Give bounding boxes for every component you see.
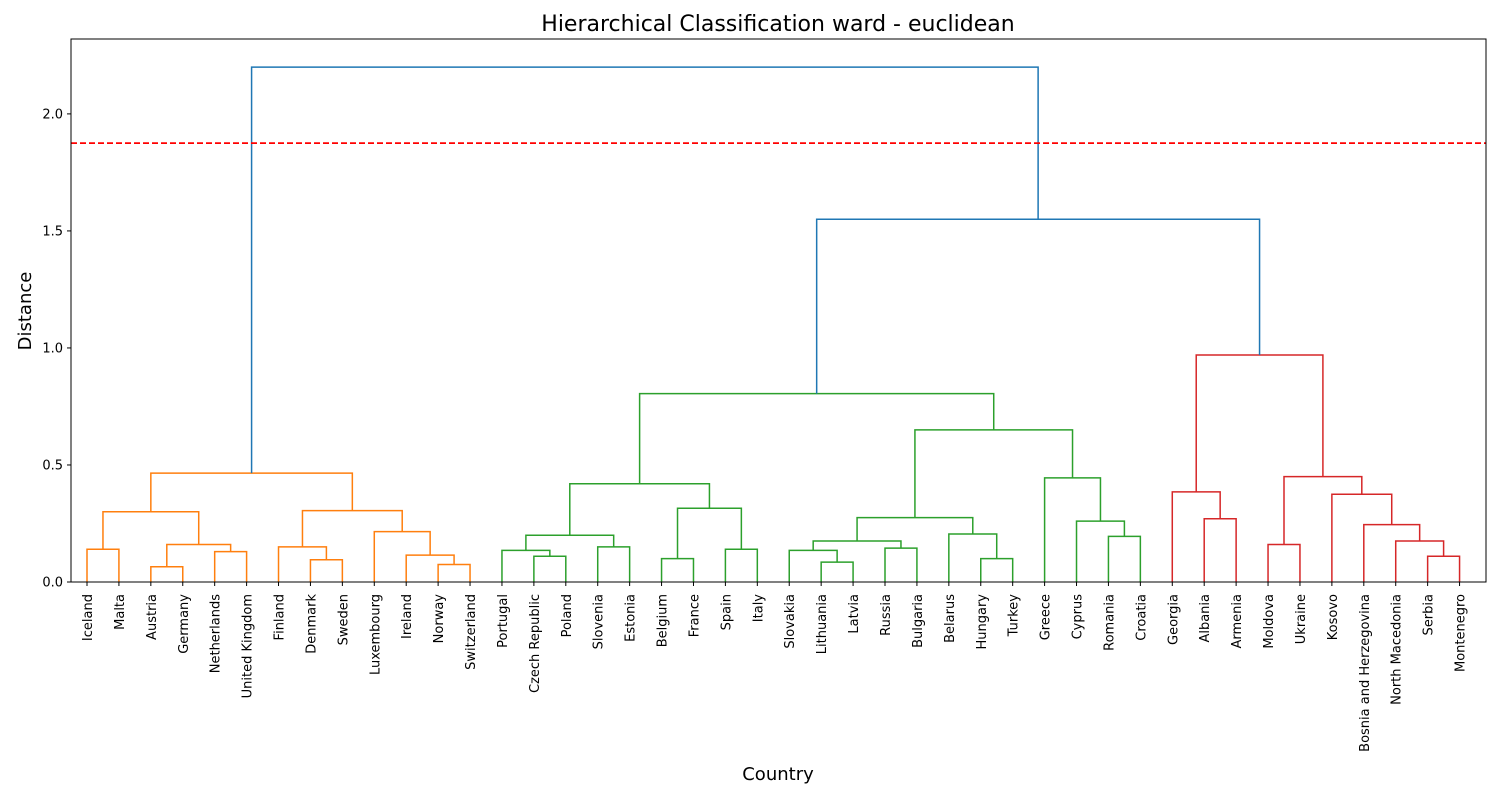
dendrogram-link: [660, 557, 695, 582]
leaf-label: Belgium: [656, 594, 671, 647]
leaf-label: Slovakia: [783, 594, 798, 649]
leaf-label: Greece: [1039, 594, 1054, 640]
dendrogram-link: [914, 429, 1074, 518]
leaf-label: Slovenia: [592, 594, 607, 649]
dendrogram-link: [812, 540, 902, 551]
leaf-label: Russia: [879, 594, 894, 636]
leaf-label: Czech Republic: [528, 594, 543, 693]
leaf-label: Kosovo: [1326, 594, 1341, 640]
y-axis-title: Distance: [15, 272, 36, 351]
y-tick-label: 0.0: [42, 576, 63, 591]
y-tick-label: 1.0: [42, 341, 63, 356]
leaf-label: Serbia: [1422, 594, 1437, 635]
dendrogram-link: [250, 66, 1039, 474]
y-tick-label: 2.0: [42, 107, 63, 122]
dendrogram-link: [638, 392, 995, 484]
dendrogram-link: [980, 557, 1014, 582]
leaf-label: Turkey: [1007, 594, 1022, 638]
leaf-label: Belarus: [943, 594, 958, 643]
leaf-label: Hungary: [975, 594, 990, 650]
x-axis-title: Country: [742, 764, 814, 785]
y-tick-label: 1.5: [42, 224, 63, 239]
leaf-label: Netherlands: [209, 594, 224, 673]
dendrogram-link: [1394, 540, 1445, 582]
dendrogram-link: [1195, 354, 1324, 492]
leaf-label: United Kingdom: [241, 594, 256, 698]
leaf-label: Denmark: [304, 594, 319, 654]
leaf-label: Croatia: [1134, 594, 1149, 641]
dendrogram-link: [166, 543, 232, 567]
leaf-label: Albania: [1198, 594, 1213, 643]
dendrogram-link: [884, 547, 918, 582]
leaf-label: Ukraine: [1294, 594, 1309, 644]
dendrogram-link: [569, 482, 711, 536]
leaf-label: Latvia: [847, 594, 862, 634]
leaf-label: Bosnia and Herzegovina: [1358, 594, 1373, 752]
leaf-label: Estonia: [624, 594, 639, 642]
leaf-label: North Macedonia: [1390, 594, 1405, 705]
leaf-label: France: [687, 594, 702, 637]
leaf-label: Luxembourg: [368, 594, 383, 675]
leaf-label: Georgia: [1166, 594, 1181, 645]
plot-frame: [70, 38, 1487, 583]
dendrogram-link: [1331, 493, 1393, 582]
dendrogram-link: [1043, 477, 1102, 582]
dendrogram-link: [373, 530, 431, 582]
dendrogram-links: [86, 66, 1461, 582]
dendrogram-link: [150, 566, 184, 582]
leaf-label: Romania: [1102, 594, 1117, 651]
dendrogram-link: [301, 509, 403, 547]
leaf-label: Austria: [145, 594, 160, 640]
dendrogram-link: [150, 472, 354, 512]
leaf-label: Cyprus: [1071, 594, 1086, 640]
y-axis: 0.0 0.5 1.0 1.5 2.0: [42, 107, 71, 591]
dendrogram-link: [1171, 491, 1221, 582]
dendrogram-link: [102, 511, 200, 550]
dendrogram-link: [676, 507, 743, 559]
dendrogram-link: [788, 549, 838, 582]
leaf-label: Sweden: [336, 594, 351, 645]
dendrogram-link: [815, 218, 1261, 394]
dendrogram-link: [724, 548, 759, 582]
dendrogram-link: [86, 548, 120, 582]
x-axis: Iceland Malta Austria Germany Netherlands Uni…: [81, 582, 1469, 752]
leaf-label: Iceland: [81, 594, 96, 641]
dendrogram-link: [525, 534, 615, 551]
chart-title: Hierarchical Classification ward - eucli…: [541, 12, 1014, 37]
dendrogram-link: [596, 546, 631, 582]
dendrogram-link: [501, 549, 551, 582]
dendrogram-link: [437, 563, 471, 582]
leaf-label: Italy: [751, 594, 766, 623]
dendrogram-link: [856, 516, 974, 542]
leaf-label: Ireland: [400, 594, 415, 639]
dendrogram-link: [309, 559, 344, 582]
leaf-label: Portugal: [496, 594, 511, 648]
leaf-label: Lithuania: [815, 594, 830, 654]
leaf-label: Moldova: [1262, 594, 1277, 649]
leaf-label: Armenia: [1230, 594, 1245, 649]
y-tick-label: 0.5: [42, 458, 63, 473]
dendrogram-link: [1283, 475, 1363, 545]
dendrogram-link: [1426, 555, 1461, 582]
dendrogram-link: [1363, 523, 1421, 582]
leaf-label: Poland: [560, 594, 575, 637]
dendrogram-link: [1203, 518, 1237, 582]
leaf-label: Spain: [719, 594, 734, 630]
dendrogram-link: [277, 546, 328, 582]
dendrogram-link: [405, 554, 455, 582]
dendrogram-link: [1075, 520, 1126, 582]
dendrogram-link: [533, 555, 567, 582]
dendrogram-link: [1107, 535, 1142, 582]
leaf-label: Bulgaria: [911, 594, 926, 648]
dendrogram-link: [1267, 543, 1301, 582]
dendrogram-link: [820, 561, 854, 582]
leaf-label: Norway: [432, 594, 447, 644]
leaf-label: Switzerland: [464, 594, 479, 670]
leaf-label: Finland: [273, 594, 288, 640]
leaf-label: Germany: [177, 594, 192, 654]
dendrogram-link: [213, 550, 248, 582]
leaf-label: Malta: [113, 594, 128, 630]
leaf-label: Montenegro: [1454, 594, 1469, 672]
